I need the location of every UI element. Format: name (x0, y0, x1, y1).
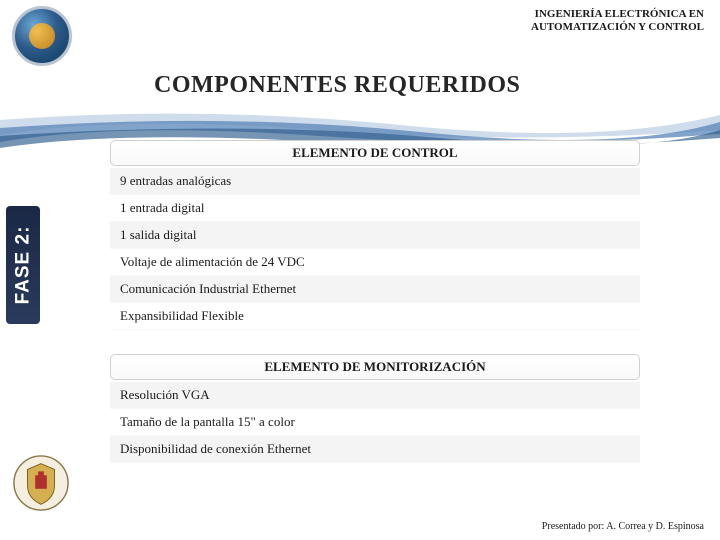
table-row: Comunicación Industrial Ethernet (110, 276, 640, 303)
subtitle-line-2: AUTOMATIZACIÓN Y CONTROL (531, 21, 704, 34)
table-row: 9 entradas analógicas (110, 168, 640, 195)
section-header-control: ELEMENTO DE CONTROL (110, 140, 640, 166)
page-title: COMPONENTES REQUERIDOS (154, 72, 520, 99)
table-row: 1 entrada digital (110, 195, 640, 222)
table-row: Tamaño de la pantalla 15" a color (110, 409, 640, 436)
phase-label: FASE 2: (12, 226, 34, 305)
table-row: Disponibilidad de conexión Ethernet (110, 436, 640, 463)
table-row: Voltaje de alimentación de 24 VDC (110, 249, 640, 276)
phase-badge: FASE 2: (6, 206, 40, 324)
institution-logo-bottom (12, 454, 70, 512)
table-row: Resolución VGA (110, 382, 640, 409)
table-row: 1 salida digital (110, 222, 640, 249)
institution-logo-top (12, 6, 72, 66)
section-header-monitor: ELEMENTO DE MONITORIZACIÓN (110, 354, 640, 380)
header-subtitle: INGENIERÍA ELECTRÓNICA EN AUTOMATIZACIÓN… (531, 8, 704, 34)
table-row: Expansibilidad Flexible (110, 303, 640, 330)
footer-credits: Presentado por: A. Correa y D. Espinosa (542, 521, 704, 532)
content-area: ELEMENTO DE CONTROL 9 entradas analógica… (110, 140, 640, 463)
subtitle-line-1: INGENIERÍA ELECTRÓNICA EN (531, 8, 704, 21)
